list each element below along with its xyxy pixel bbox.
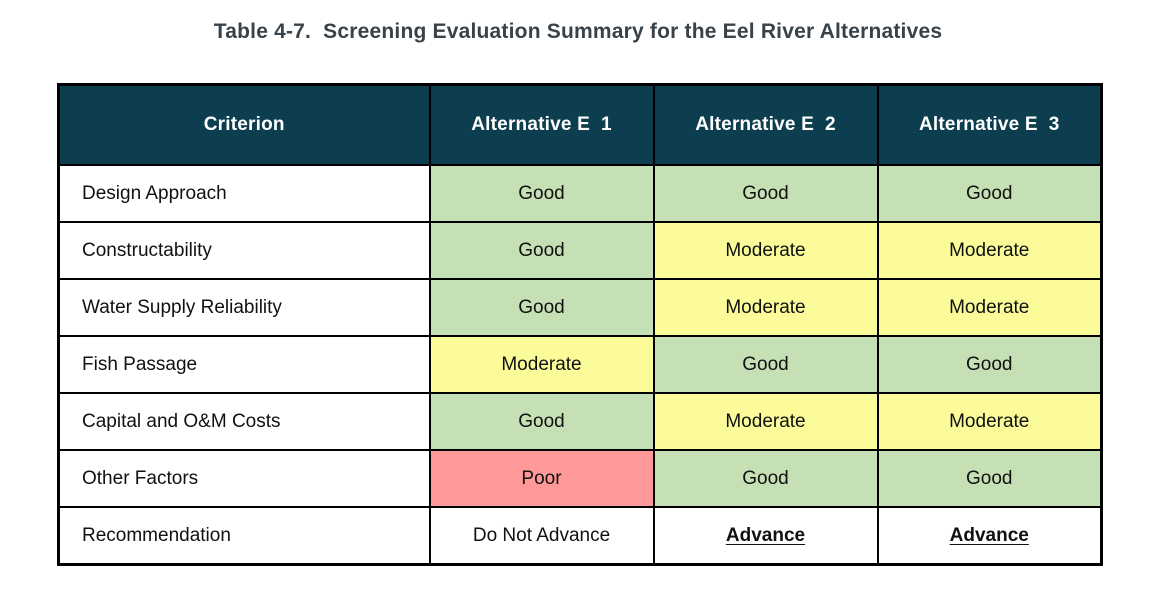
rating-cell-good: Good: [428, 392, 655, 451]
rating-cell-moderate: Moderate: [652, 221, 879, 280]
table-row: Recommendation Do Not Advance Advance Advan…: [57, 506, 1103, 566]
rating-cell-moderate: Moderate: [876, 221, 1103, 280]
rating-cell-good: Good: [652, 335, 879, 394]
rating-cell-none: Advance: [876, 506, 1103, 566]
criterion-cell: Constructability: [57, 221, 431, 280]
table-row: Fish Passage Moderate Good Good: [57, 335, 1103, 394]
column-header-alternative-e1: Alternative E 1: [428, 83, 655, 166]
column-header-alternative-e3: Alternative E 3: [876, 83, 1103, 166]
rating-cell-good: Good: [652, 449, 879, 508]
criterion-cell: Water Supply Reliability: [57, 278, 431, 337]
rating-cell-good: Good: [876, 164, 1103, 223]
table-row: Water Supply Reliability Good Moderate Mode…: [57, 278, 1103, 337]
criterion-cell: Design Approach: [57, 164, 431, 223]
rating-cell-moderate: Moderate: [876, 278, 1103, 337]
rating-cell-moderate: Moderate: [876, 392, 1103, 451]
rating-cell-moderate: Moderate: [652, 278, 879, 337]
table-row: Design Approach Good Good Good: [57, 164, 1103, 223]
header-row: Criterion Alternative E 1 Alternative E …: [57, 83, 1103, 166]
rating-cell-none: Do Not Advance: [428, 506, 655, 566]
rating-cell-good: Good: [428, 164, 655, 223]
criterion-cell: Fish Passage: [57, 335, 431, 394]
table-row: Capital and O&M Costs Good Moderate Moderat…: [57, 392, 1103, 451]
criterion-cell: Capital and O&M Costs: [57, 392, 431, 451]
rating-cell-good: Good: [652, 164, 879, 223]
rating-cell-good: Good: [428, 221, 655, 280]
table-title: Table 4-7. Screening Evaluation Summary …: [213, 20, 943, 43]
table-body: Design Approach Good Good Good Constructabil…: [57, 164, 1103, 566]
screening-evaluation-table: Criterion Alternative E 1 Alternative E …: [57, 83, 1103, 566]
rating-cell-good: Good: [428, 278, 655, 337]
rating-cell-none: Advance: [652, 506, 879, 566]
rating-cell-good: Good: [876, 449, 1103, 508]
table-row: Other Factors Poor Good Good: [57, 449, 1103, 508]
rating-cell-good: Good: [876, 335, 1103, 394]
column-header-alternative-e2: Alternative E 2: [652, 83, 879, 166]
rating-cell-moderate: Moderate: [652, 392, 879, 451]
column-header-criterion: Criterion: [57, 83, 431, 166]
table-row: Constructability Good Moderate Moderate: [57, 221, 1103, 280]
criterion-cell: Recommendation: [57, 506, 431, 566]
rating-cell-poor: Poor: [428, 449, 655, 508]
rating-cell-moderate: Moderate: [428, 335, 655, 394]
criterion-cell: Other Factors: [57, 449, 431, 508]
